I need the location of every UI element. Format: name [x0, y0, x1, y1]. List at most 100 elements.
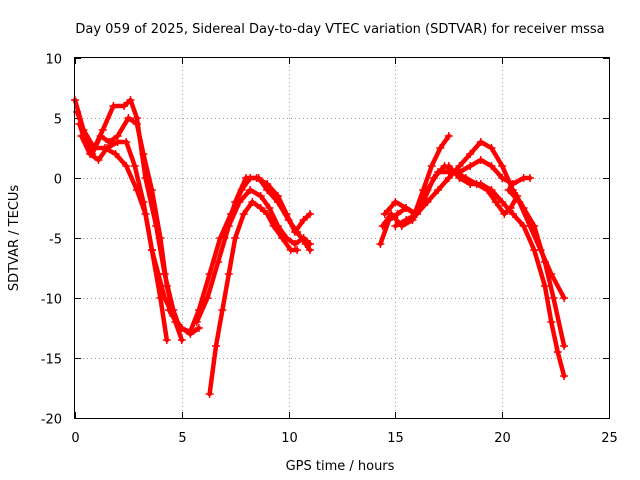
data-point	[192, 318, 201, 326]
data-point	[547, 270, 556, 278]
data-point	[402, 204, 411, 212]
x-tick-label: 0	[71, 431, 79, 446]
data-point	[423, 198, 432, 206]
data-point	[111, 150, 120, 158]
data-point	[476, 138, 485, 146]
data-point	[162, 336, 171, 344]
data-point	[147, 246, 156, 254]
x-tick-label: 25	[601, 431, 618, 446]
data-point	[434, 186, 443, 194]
data-point	[412, 210, 421, 218]
data-point	[86, 150, 94, 158]
data-point	[75, 120, 84, 128]
data-point	[299, 216, 308, 224]
data-point	[218, 306, 227, 314]
series-sat-c	[77, 115, 185, 343]
y-tick-label: 0	[54, 173, 62, 188]
data-point	[139, 198, 148, 206]
data-point	[231, 198, 240, 206]
y-tick-label: -5	[49, 233, 62, 248]
data-point	[162, 282, 171, 290]
data-point	[476, 156, 485, 164]
data-point	[77, 132, 86, 140]
y-tick-label: 10	[45, 53, 62, 68]
data-point	[560, 372, 569, 380]
data-point	[120, 102, 129, 110]
data-point	[291, 228, 299, 236]
data-point	[156, 294, 165, 302]
data-point	[455, 174, 464, 182]
data-point	[515, 198, 524, 206]
x-tick-label: 20	[494, 431, 511, 446]
data-point	[487, 186, 496, 194]
x-tick-label: 10	[281, 431, 298, 446]
plot-frame	[74, 57, 610, 419]
data-point	[214, 258, 223, 266]
data-point	[98, 126, 107, 134]
data-point	[94, 156, 103, 164]
y-tick-label: -20	[41, 413, 62, 428]
x-axis-label: GPS time / hours	[286, 459, 395, 474]
data-point	[536, 246, 545, 254]
series-sat-a	[72, 97, 202, 337]
data-point	[220, 234, 229, 242]
y-axis-label: SDTVAR / TECUs	[7, 185, 22, 292]
data-point	[291, 240, 299, 248]
y-tick-label: 5	[54, 113, 62, 128]
data-point	[130, 162, 139, 170]
data-point	[299, 234, 308, 242]
data-point	[224, 270, 233, 278]
data-point	[177, 336, 186, 344]
data-point	[156, 234, 165, 242]
data-point	[113, 138, 122, 146]
data-point	[560, 342, 569, 350]
data-point	[526, 222, 534, 230]
data-point	[402, 216, 411, 224]
data-point	[241, 174, 250, 182]
data-point	[378, 222, 387, 230]
data-point	[500, 210, 509, 218]
data-point	[487, 162, 496, 170]
data-point	[103, 144, 111, 152]
data-point	[434, 168, 443, 176]
data-point	[194, 324, 203, 332]
data-point	[455, 162, 464, 170]
data-point	[165, 306, 173, 314]
data-point	[549, 294, 558, 302]
y-tick-label: -15	[41, 353, 62, 368]
series-sat-n	[506, 187, 567, 301]
data-point	[476, 180, 485, 188]
data-point	[239, 210, 248, 218]
data-point	[109, 102, 118, 110]
data-point	[122, 162, 131, 170]
data-point	[547, 318, 556, 326]
data-point	[391, 222, 400, 230]
data-point	[498, 198, 507, 206]
data-point	[205, 390, 214, 398]
y-tick-label: -10	[41, 293, 62, 308]
data-point	[231, 234, 240, 242]
data-point	[498, 174, 507, 182]
x-tick-labels: 0 5 10 15 20 25	[71, 431, 617, 446]
data-point	[526, 174, 534, 182]
series-sat-h	[222, 175, 313, 241]
data-point	[540, 282, 549, 290]
data-point	[380, 210, 389, 218]
data-point	[306, 240, 314, 248]
data-point	[560, 294, 569, 302]
data-point	[553, 348, 562, 356]
data-point	[269, 222, 278, 230]
data-point	[504, 186, 513, 194]
data-point	[436, 144, 445, 152]
data-point	[252, 174, 261, 182]
data-point	[248, 198, 257, 206]
data-point	[444, 174, 453, 182]
y-tick-labels: -20 -15 -10 -5 0 5 10	[41, 53, 62, 428]
data-point	[293, 246, 302, 254]
data-point	[132, 120, 141, 128]
data-point	[263, 180, 272, 188]
data-point	[186, 327, 195, 336]
chart-title: Day 059 of 2025, Sidereal Day-to-day VTE…	[75, 22, 604, 37]
data-point	[96, 132, 105, 140]
